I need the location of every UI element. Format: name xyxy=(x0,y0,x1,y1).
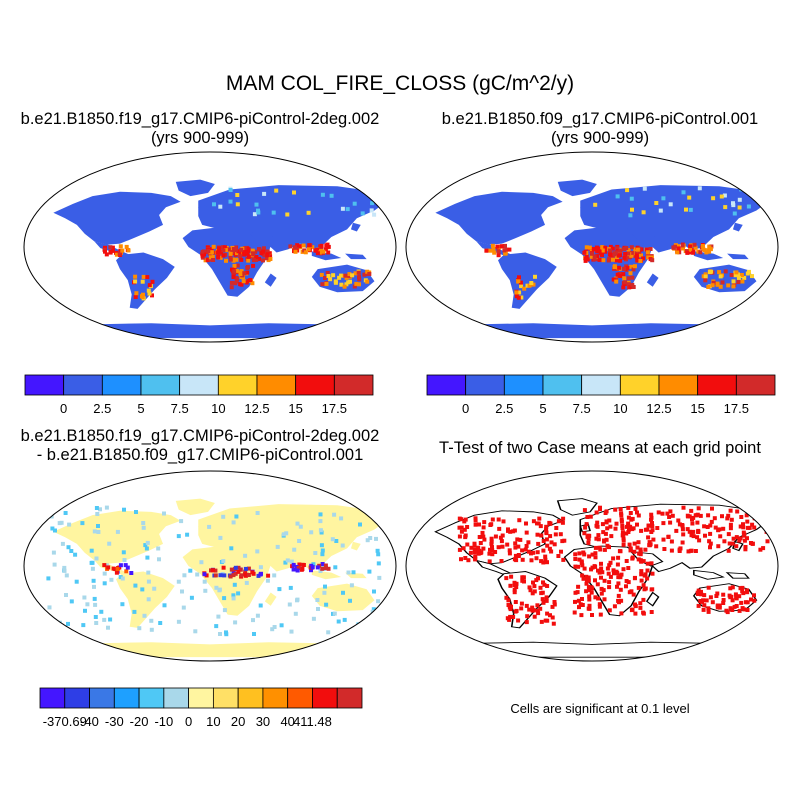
map-panel4 xyxy=(405,470,779,662)
maps-layer xyxy=(23,151,779,662)
colorbar-swatch xyxy=(140,374,181,396)
colorbar-swatch xyxy=(188,687,214,709)
colorbar-swatch xyxy=(39,687,66,709)
map-border xyxy=(405,470,779,662)
panel3-title-line1: b.e21.B1850.f19_g17.CMIP6-piControl-2deg… xyxy=(20,427,380,445)
colorbar-panel2: 0 2.5 5 7.5 10 12.5 15 17.5 xyxy=(426,374,776,416)
colorbar-tick-label: 12.5 xyxy=(646,401,671,416)
colorbar-tick-label: -20 xyxy=(130,714,149,729)
colorbar-swatch xyxy=(101,374,142,396)
colorbar-tick-label: 411.48 xyxy=(293,714,332,729)
colorbar-tick-label: -40 xyxy=(80,714,99,729)
colorbar-swatch xyxy=(63,374,103,396)
significance-note: Cells are significant at 0.1 level xyxy=(510,701,690,716)
colorbar-swatch xyxy=(138,687,165,709)
colorbar-tick-label: 10 xyxy=(613,401,627,416)
colorbar-tick-label: 5 xyxy=(137,401,144,416)
colorbar-tick-label: 10 xyxy=(206,714,220,729)
colorbar-swatch xyxy=(333,374,374,396)
grid-cells xyxy=(484,186,771,300)
colorbar-swatch xyxy=(542,374,583,396)
colorbar-tick-label: -30 xyxy=(105,714,124,729)
colorbar-swatch xyxy=(295,374,335,396)
colorbar-swatch xyxy=(89,687,115,709)
colorbar-tick-label: 17.5 xyxy=(724,401,749,416)
colorbar-swatch xyxy=(287,687,313,709)
map-border xyxy=(23,151,397,343)
grid-cells xyxy=(44,505,390,637)
map-border xyxy=(23,470,397,662)
panel1-title: b.e21.B1850.f19_g17.CMIP6-piControl-2deg… xyxy=(0,110,400,148)
panel1-title-line1: b.e21.B1850.f19_g17.CMIP6-piControl-2deg… xyxy=(20,110,380,128)
colorbar-tick-label: 15 xyxy=(690,401,704,416)
colorbar-swatch xyxy=(113,687,140,709)
panel4-title: T-Test of two Case means at each grid po… xyxy=(439,439,761,457)
colorbar-tick-label: 20 xyxy=(231,714,245,729)
colorbar-tick-label: 7.5 xyxy=(573,401,591,416)
panel3-title-line2: - b.e21.B1850.f09_g17.CMIP6-piControl.00… xyxy=(36,446,364,464)
colorbar-panel1: 0 2.5 5 7.5 10 12.5 15 17.5 xyxy=(24,374,374,416)
colorbar-tick-label: 30 xyxy=(256,714,270,729)
colorbar-tick-label: 17.5 xyxy=(322,401,347,416)
colorbar-swatch xyxy=(212,687,239,709)
panel3-title: b.e21.B1850.f19_g17.CMIP6-piControl-2deg… xyxy=(0,427,400,465)
colorbar-tick-label: 5 xyxy=(539,401,546,416)
colorbar-swatch xyxy=(163,687,190,709)
colorbar-tick-label: 7.5 xyxy=(171,401,189,416)
colorbar-swatch xyxy=(312,687,338,709)
map-panel3 xyxy=(23,470,397,662)
colorbar-swatch xyxy=(658,374,699,396)
colorbar-swatch xyxy=(426,374,467,396)
main-title: MAM COL_FIRE_CLOSS (gC/m^2/y) xyxy=(225,72,575,95)
colorbar-swatch xyxy=(256,374,297,396)
colorbar-swatch xyxy=(217,374,258,396)
colorbar-tick-label: 0 xyxy=(185,714,192,729)
colorbar-tick-label: 2.5 xyxy=(93,401,111,416)
colorbar-tick-label: -370.69 xyxy=(43,714,87,729)
colorbar-tick-label: 15 xyxy=(288,401,302,416)
colorbar-tick-label: 40 xyxy=(280,714,294,729)
map-border xyxy=(405,151,779,343)
colorbar-tick-label: 10 xyxy=(211,401,225,416)
colorbar-tick-label: 12.5 xyxy=(244,401,269,416)
colorbar-swatch xyxy=(262,687,289,709)
colorbar-tick-label: 2.5 xyxy=(495,401,513,416)
panel2-title: b.e21.B1850.f09_g17.CMIP6-piControl.001 … xyxy=(400,110,800,148)
colorbar-swatch xyxy=(237,687,264,709)
panel2-title-line1: b.e21.B1850.f09_g17.CMIP6-piControl.001 xyxy=(441,110,759,128)
colorbar-swatch xyxy=(64,687,90,709)
map-panel1 xyxy=(23,151,397,343)
colorbar-swatch xyxy=(581,374,621,396)
colorbar-swatch xyxy=(336,687,363,709)
colorbar-swatch xyxy=(735,374,776,396)
colorbar-tick-label: -10 xyxy=(154,714,173,729)
map-panel2 xyxy=(405,151,779,343)
colorbar-swatch xyxy=(503,374,544,396)
colorbar-swatch xyxy=(697,374,737,396)
colorbar-tick-label: 0 xyxy=(462,401,469,416)
colorbar-swatch xyxy=(24,374,65,396)
colorbar-swatch xyxy=(465,374,505,396)
colorbar-tick-label: 0 xyxy=(60,401,67,416)
grid-cells xyxy=(457,505,770,626)
panel1-title-line2: (yrs 900-999) xyxy=(150,129,250,147)
colorbar-swatch xyxy=(619,374,660,396)
panel2-title-line2: (yrs 900-999) xyxy=(550,129,650,147)
colorbar-swatch xyxy=(179,374,219,396)
